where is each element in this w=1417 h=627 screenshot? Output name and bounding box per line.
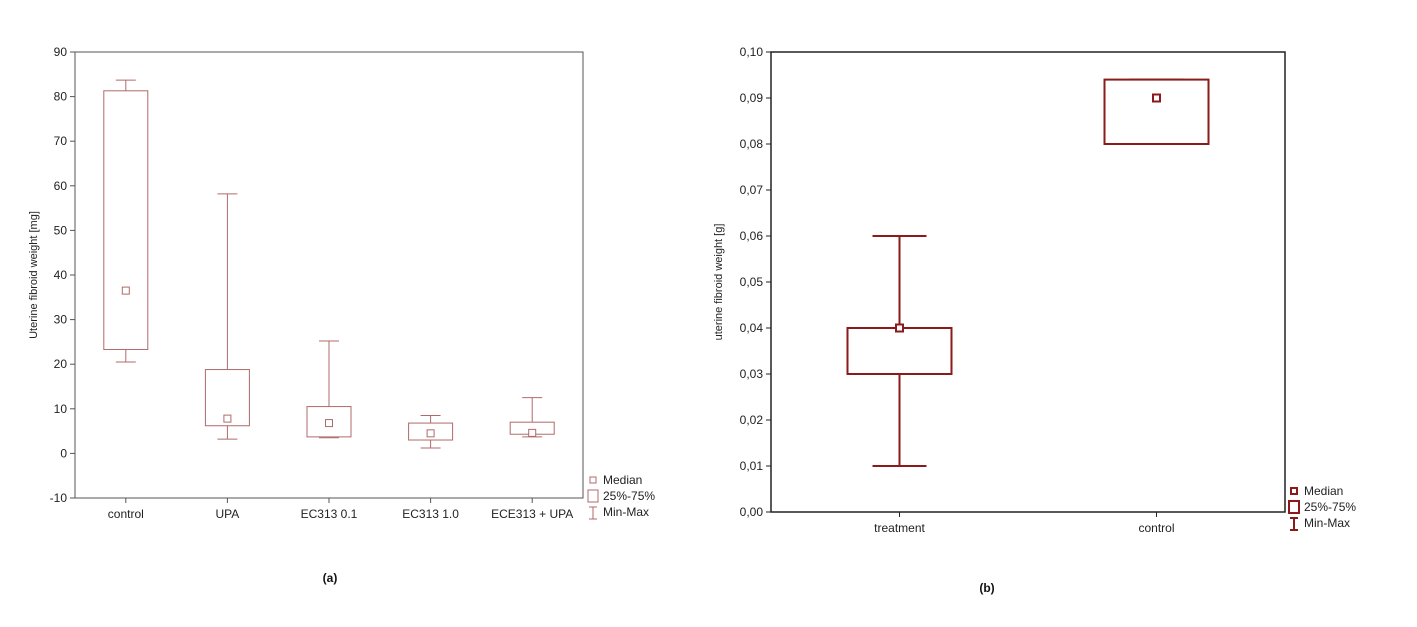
box-plot-upa [204,193,250,440]
panel-b-legend: Median 25%-75% Min-Max [1288,484,1356,531]
y-tick-label: 0,00 [740,505,764,519]
y-tick-label: 40 [54,268,68,282]
legend-box-label: 25%-75% [1304,500,1356,514]
box-plot-control [1103,78,1210,145]
median-marker [895,323,904,333]
panel-a: -10 0 10 20 30 40 50 60 70 80 90 control UPA EC313 0… [28,45,655,585]
y-tick-label: 90 [54,45,68,59]
x-tick-label: UPA [216,507,240,521]
x-tick-label: EC313 1.0 [402,507,459,521]
median-marker [1152,93,1161,103]
x-tick-label: ECE313 + UPA [491,507,573,521]
x-tick-label: EC313 0.1 [301,507,358,521]
y-tick-label: 0,05 [740,275,764,289]
y-tick-label: 0,07 [740,183,764,197]
y-tick-label: 0,03 [740,367,764,381]
legend-box-swatch [1288,500,1300,514]
panel-b-x-axis: treatment control [874,512,1175,535]
median-marker [121,286,130,295]
legend-minmax-label: Min-Max [1304,516,1350,530]
legend-minmax-label: Min-Max [603,505,649,519]
y-tick-label: 0,04 [740,321,764,335]
box-plot-ec313-1-0 [408,414,454,449]
panel-a-x-axis: control UPA EC313 0.1 EC313 1.0 ECE313 + UPA [108,498,573,521]
panel-b-boxes [846,78,1210,467]
panel-b-label: (b) [979,581,994,595]
panel-b: 0,00 0,01 0,02 0,03 0,04 0,05 0,06 0,07 0,08 0,09… [713,45,1356,595]
legend-median-swatch [589,476,597,484]
iqr-box [103,90,149,350]
box-plot-ec313-0-1 [306,340,352,439]
iqr-box [846,327,953,375]
y-tick-label: 0,10 [740,45,764,59]
y-tick-label: 0,06 [740,229,764,243]
panel-b-y-axis: 0,00 0,01 0,02 0,03 0,04 0,05 0,06 0,07 0,08 0,09… [740,45,771,519]
y-tick-label: 0 [60,446,67,460]
y-tick-label: 80 [54,90,68,104]
x-tick-label: control [1138,521,1174,535]
y-tick-label: 50 [54,223,68,237]
box-plot-control [103,79,149,363]
y-tick-label: 70 [54,134,68,148]
y-tick-label: 0,02 [740,413,764,427]
iqr-box [1103,78,1210,145]
panel-a-label: (a) [323,571,338,585]
x-tick-label: control [108,507,144,521]
legend-median-swatch [1290,487,1298,495]
y-tick-label: 0,08 [740,137,764,151]
y-tick-label: 10 [54,402,68,416]
y-tick-label: 60 [54,179,68,193]
median-marker [325,419,333,428]
box-plot-treatment [846,235,953,467]
legend-median-label: Median [603,473,642,487]
legend-box-swatch [587,489,599,503]
panel-a-boxes [103,79,555,449]
median-marker [223,414,232,423]
y-tick-label: 30 [54,313,68,327]
median-marker [426,429,435,438]
panel-a-y-axis: -10 0 10 20 30 40 50 60 70 80 90 [50,45,75,505]
panel-a-y-axis-title: Uterine fibroid weight [mg] [28,211,40,339]
median-marker [528,428,537,437]
y-tick-label: 0,01 [740,459,764,473]
x-tick-label: treatment [874,521,925,535]
box-plot-ece313-upa [509,397,555,438]
y-tick-label: 0,09 [740,91,764,105]
y-tick-label: 20 [54,357,68,371]
panel-b-y-axis-title: uterine fibroid weight [g] [713,224,725,341]
y-tick-label: -10 [50,491,68,505]
legend-box-label: 25%-75% [603,489,655,503]
panel-a-legend: Median 25%-75% Min-Max [587,473,655,520]
legend-median-label: Median [1304,484,1343,498]
